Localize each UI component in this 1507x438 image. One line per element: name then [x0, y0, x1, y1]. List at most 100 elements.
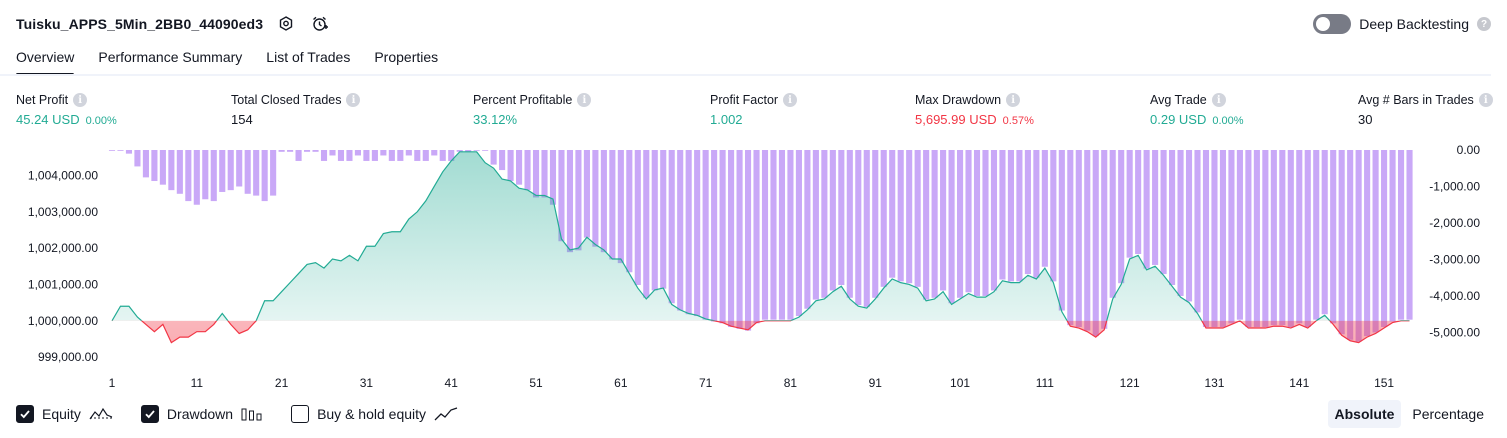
drawdown-bar	[957, 150, 964, 298]
left-axis-tick-label: 1,004,000.00	[28, 168, 98, 182]
drawdown-bar	[1202, 150, 1210, 327]
drawdown-bar	[176, 150, 183, 194]
drawdown-bar	[320, 150, 328, 161]
drawdown-bar	[482, 150, 489, 151]
drawdown-bar	[380, 150, 387, 156]
tab-properties[interactable]: Properties	[374, 49, 439, 65]
drawdown-bar	[1219, 150, 1227, 327]
legend-label: Equity	[42, 406, 81, 422]
info-icon[interactable]: i	[73, 93, 88, 107]
x-axis-tick-label: 31	[360, 376, 374, 390]
drawdown-bar	[1228, 150, 1235, 324]
tab-list-of-trades[interactable]: List of Trades	[266, 49, 351, 65]
drawdown-bar	[270, 150, 277, 196]
left-axis-tick-label: 999,000.00	[38, 350, 98, 364]
legend-buy-hold-equity[interactable]: Buy & hold equity	[291, 405, 458, 423]
metric-profit-factor: Profit Factor i 1.002	[710, 93, 798, 127]
drawdown-bar	[931, 150, 938, 298]
drawdown-bar	[524, 150, 531, 191]
drawdown-bar	[532, 150, 540, 198]
tab-overview[interactable]: Overview	[16, 44, 75, 76]
deep-backtesting-toggle[interactable]	[1313, 14, 1352, 34]
legend-equity[interactable]: Equity	[16, 405, 113, 423]
drawdown-bar	[456, 150, 463, 152]
checkbox-checked-icon[interactable]	[140, 405, 159, 423]
drawdown-bar	[795, 150, 802, 317]
drawdown-bar	[405, 150, 412, 156]
drawdown-bar	[668, 150, 675, 304]
metric-label: Max Drawdown	[915, 93, 1002, 107]
drawdown-bar	[906, 150, 913, 284]
x-axis-tick-label: 51	[529, 376, 543, 390]
drawdown-bar	[448, 150, 455, 161]
metric-avg-bars-in-trades: Avg # Bars in Trades i 30	[1358, 93, 1493, 127]
metric-label: Profit Factor	[710, 93, 779, 107]
metric-value: 33.12%	[473, 112, 518, 127]
equity-profit-area	[112, 151, 1410, 321]
drawdown-bars-icon	[241, 406, 263, 422]
drawdown-bar	[821, 150, 828, 298]
drawdown-bar	[719, 150, 726, 324]
drawdown-bar	[744, 150, 752, 331]
checkbox-checked-icon[interactable]	[16, 405, 34, 423]
question-mark-icon[interactable]: ?	[1477, 17, 1491, 31]
drawdown-bar	[566, 150, 574, 253]
x-axis-tick-label: 111	[1036, 376, 1055, 390]
info-icon[interactable]: i	[346, 93, 361, 107]
drawdown-bar	[219, 150, 226, 192]
drawdown-bar	[1194, 150, 1201, 313]
drawdown-bar	[1185, 150, 1193, 302]
drawdown-bar	[1364, 150, 1371, 337]
equity-line-loss	[112, 320, 1410, 344]
strategy-name: Tuisku_APPS_5Min_2BB0_44090ed3	[16, 16, 264, 32]
drawdown-bar	[889, 150, 896, 278]
right-axis-tick-label: -2,000.00	[1429, 216, 1480, 230]
drawdown-bar	[804, 150, 811, 309]
left-axis: 1,004,000.00 1,003,000.00 1,002,000.00 1,00…	[28, 168, 98, 364]
x-axis-tick-label: 131	[1204, 376, 1224, 390]
info-icon[interactable]: i	[783, 93, 798, 107]
percentage-button[interactable]: Percentage	[1412, 406, 1484, 422]
drawdown-bar	[880, 150, 887, 287]
drawdown-bar	[1211, 150, 1218, 327]
drawdown-bar	[948, 150, 955, 304]
report-tabs: Overview Performance Summary List of Tra…	[16, 44, 438, 76]
drawdown-bar	[1287, 150, 1294, 327]
drawdown-bar	[923, 150, 930, 300]
metrics-row: Net Profit i 45.24 USD 0.00% Total Closed …	[0, 93, 1507, 133]
tab-performance-summary[interactable]: Performance Summary	[98, 49, 243, 65]
checkbox-unchecked-icon[interactable]	[291, 405, 310, 423]
right-axis-tick-label: 0.00	[1457, 143, 1481, 157]
drawdown-bar	[643, 150, 650, 298]
info-icon[interactable]: i	[1211, 93, 1226, 107]
drawdown-bar	[108, 150, 116, 151]
drawdown-bar	[617, 150, 624, 264]
drawdown-bar	[354, 150, 361, 156]
drawdown-bar	[702, 150, 709, 320]
x-axis-tick-label: 21	[275, 376, 289, 390]
info-icon[interactable]: i	[1478, 93, 1493, 107]
alarm-clock-add-icon[interactable]	[309, 13, 331, 35]
drawdown-bar	[940, 150, 947, 291]
drawdown-bar	[778, 150, 786, 320]
drawdown-bar	[1321, 150, 1328, 315]
settings-gear-icon[interactable]	[275, 13, 297, 35]
drawdown-bar	[134, 150, 141, 167]
drawdown-bar	[626, 150, 633, 273]
legend-drawdown[interactable]: Drawdown	[140, 405, 263, 423]
drawdown-bar	[999, 150, 1006, 280]
info-icon[interactable]: i	[1006, 93, 1021, 107]
info-icon[interactable]: i	[577, 93, 592, 107]
drawdown-bar	[728, 150, 735, 327]
left-axis-tick-label: 1,003,000.00	[28, 205, 98, 219]
absolute-button[interactable]: Absolute	[1327, 400, 1402, 428]
drawdown-bar	[677, 150, 684, 311]
drawdown-bar	[1169, 150, 1176, 286]
drawdown-bar	[1397, 150, 1405, 320]
drawdown-bar	[1338, 150, 1345, 335]
drawdown-bar	[1381, 150, 1388, 327]
equity-drawdown-chart[interactable]: 1,004,000.00 1,003,000.00 1,002,000.00 1,00…	[0, 140, 1507, 396]
drawdown-bar	[609, 150, 616, 260]
drawdown-bar	[965, 150, 972, 293]
drawdown-bar	[575, 150, 582, 251]
